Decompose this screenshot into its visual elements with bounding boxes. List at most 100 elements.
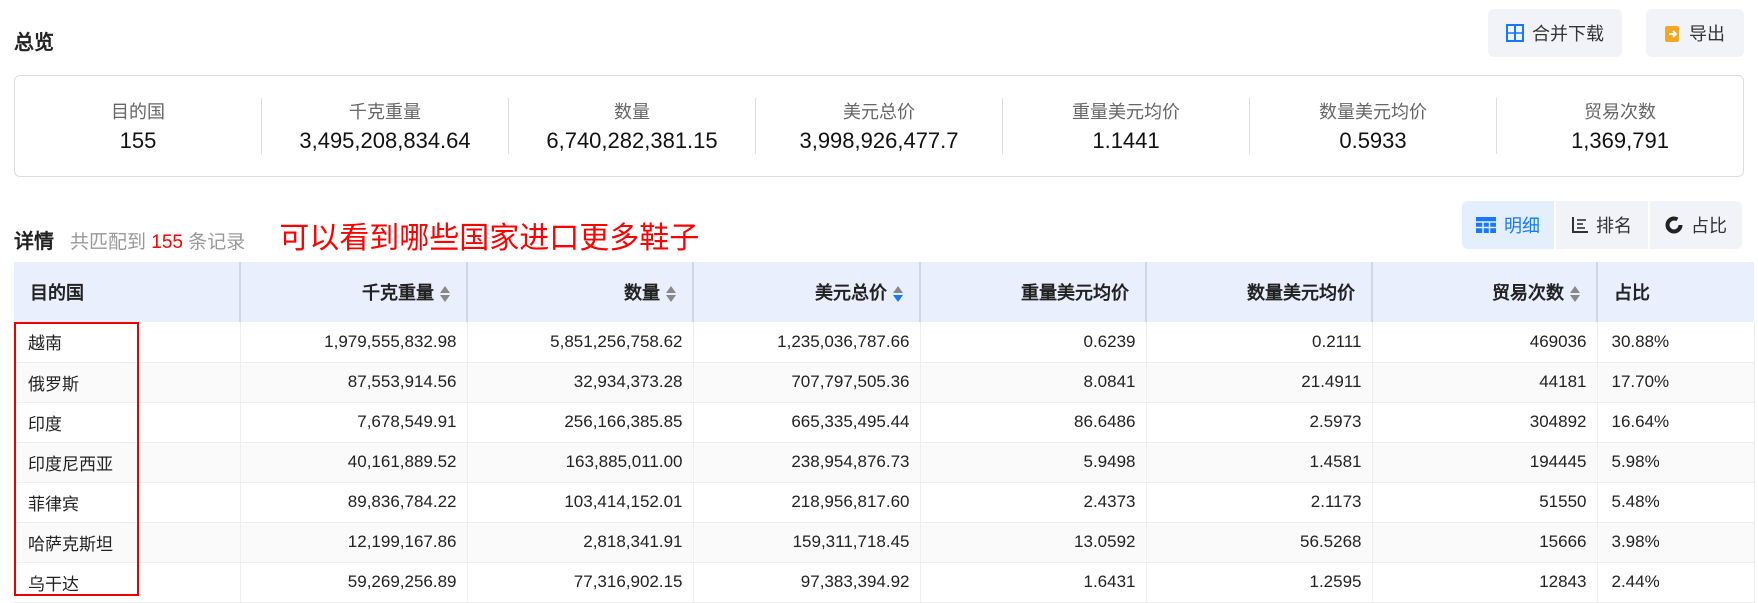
column-header: 占比 (1597, 262, 1754, 322)
stat-value: 6,740,282,381.15 (546, 128, 718, 153)
count-prefix: 共匹配到 (70, 232, 147, 253)
annotation-text: 可以看到哪些国家进口更多鞋子 (279, 221, 700, 256)
view-ratio-label: 占比 (1691, 216, 1727, 236)
export-label: 导出 (1689, 24, 1725, 44)
table-row[interactable]: 印度 7,678,549.91 256,166,385.85 665,335,495.… (14, 402, 1755, 443)
table-cell: 44181 (1372, 362, 1598, 403)
table-cell: 俄罗斯 (14, 362, 241, 403)
stat-label: 数量美元均价 (1319, 102, 1427, 122)
table-row[interactable]: 越南 1,979,555,832.98 5,851,256,758.62 1,235,… (14, 322, 1755, 363)
table-cell: 2.5973 (1146, 402, 1373, 443)
view-ratio-tab[interactable]: 占比 (1650, 201, 1742, 249)
stat-weight-avg-price: 重量美元均价 1.1441 (1002, 98, 1249, 154)
column-header[interactable]: 美元总价 (693, 262, 921, 322)
table-cell: 707,797,505.36 (693, 362, 921, 403)
table-cell: 304892 (1372, 402, 1598, 443)
count-suffix: 条记录 (188, 232, 246, 253)
table-cell: 0.6239 (920, 322, 1147, 363)
table-cell: 469036 (1372, 322, 1598, 363)
table-cell: 15666 (1372, 522, 1598, 563)
table-cell: 89,836,784.22 (240, 482, 468, 523)
column-header: 重量美元均价 (920, 262, 1147, 322)
table-cell: 12,199,167.86 (240, 522, 468, 563)
table-cell: 2.4373 (920, 482, 1147, 523)
view-detail-tab[interactable]: 明细 (1462, 201, 1554, 249)
pie-chart-icon (1665, 216, 1683, 234)
stat-value: 1,369,791 (1571, 128, 1669, 153)
table-row[interactable]: 菲律宾 89,836,784.22 103,414,152.01 218,956,81… (14, 482, 1755, 523)
column-header: 数量美元均价 (1146, 262, 1373, 322)
stat-label: 目的国 (111, 102, 165, 122)
column-header-label: 贸易次数 (1492, 283, 1564, 303)
stat-value: 1.1441 (1092, 128, 1160, 153)
record-count: 共匹配到 155 条记录 (70, 227, 245, 254)
view-detail-label: 明细 (1504, 216, 1540, 236)
table-cell: 越南 (14, 322, 241, 363)
table-cell: 56.5268 (1146, 522, 1373, 563)
table-cell: 1,235,036,787.66 (693, 322, 921, 363)
stat-label: 美元总价 (843, 102, 915, 122)
table-cell: 0.2111 (1146, 322, 1373, 363)
table-cell: 1.6431 (920, 562, 1147, 603)
view-rank-label: 排名 (1596, 216, 1632, 236)
table-cell: 印度 (14, 402, 241, 443)
table-cell: 51550 (1372, 482, 1598, 523)
sort-icon[interactable] (1570, 284, 1580, 304)
table-cell: 163,885,011.00 (467, 442, 694, 483)
table-cell: 59,269,256.89 (240, 562, 468, 603)
view-rank-tab[interactable]: 排名 (1556, 201, 1648, 249)
table-icon (1476, 217, 1496, 233)
column-header: 目的国 (14, 262, 241, 322)
table-cell: 16.64% (1597, 402, 1755, 443)
table-cell: 665,335,495.44 (693, 402, 921, 443)
column-header[interactable]: 千克重量 (240, 262, 468, 322)
table-cell: 103,414,152.01 (467, 482, 694, 523)
column-header-label: 千克重量 (362, 283, 434, 303)
table-cell: 1.2595 (1146, 562, 1373, 603)
sort-icon[interactable] (666, 284, 676, 304)
summary-card: 目的国 155 千克重量 3,495,208,834.64 数量 6,740,282,… (14, 75, 1744, 177)
table-cell: 5.9498 (920, 442, 1147, 483)
table-cell: 21.4911 (1146, 362, 1373, 403)
column-header[interactable]: 数量 (467, 262, 694, 322)
table-row[interactable]: 俄罗斯 87,553,914.56 32,934,373.28 707,797,505… (14, 362, 1755, 403)
table-cell: 1,979,555,832.98 (240, 322, 468, 363)
column-header[interactable]: 贸易次数 (1372, 262, 1598, 322)
sort-icon[interactable] (440, 284, 450, 304)
table-cell: 159,311,718.45 (693, 522, 921, 563)
table-cell: 17.70% (1597, 362, 1755, 403)
table-cell: 238,954,876.73 (693, 442, 921, 483)
export-icon (1665, 26, 1679, 42)
table-cell: 5.98% (1597, 442, 1755, 483)
stat-weight: 千克重量 3,495,208,834.64 (261, 98, 508, 154)
table-row[interactable]: 哈萨克斯坦 12,199,167.86 2,818,341.91 159,311,71… (14, 522, 1755, 563)
sort-icon[interactable] (893, 284, 903, 304)
highlight-box (14, 322, 139, 596)
table-row[interactable]: 印度尼西亚 40,161,889.52 163,885,011.00 238,954,… (14, 442, 1755, 483)
stat-destination: 目的国 155 (15, 98, 261, 154)
table-cell: 13.0592 (920, 522, 1147, 563)
table-cell: 12843 (1372, 562, 1598, 603)
table-cell: 5,851,256,758.62 (467, 322, 694, 363)
table-cell: 32,934,373.28 (467, 362, 694, 403)
table-cell: 1.4581 (1146, 442, 1373, 483)
table-cell: 2.1173 (1146, 482, 1373, 523)
table-cell: 86.6486 (920, 402, 1147, 443)
page-title: 总览 (14, 32, 54, 54)
column-header-label: 重量美元均价 (1021, 283, 1129, 303)
stat-quantity: 数量 6,740,282,381.15 (508, 98, 755, 154)
count-value: 155 (151, 232, 183, 253)
table-row[interactable]: 乌干达 59,269,256.89 77,316,902.15 97,383,394.… (14, 562, 1755, 603)
table-cell: 218,956,817.60 (693, 482, 921, 523)
table-cell: 7,678,549.91 (240, 402, 468, 443)
details-header: 详情 共匹配到 155 条记录 可以看到哪些国家进口更多鞋子 (14, 213, 699, 257)
table-cell: 97,383,394.92 (693, 562, 921, 603)
table-cell: 30.88% (1597, 322, 1755, 363)
stat-qty-avg-price: 数量美元均价 0.5933 (1249, 98, 1496, 154)
export-button[interactable]: 导出 (1646, 9, 1744, 57)
table-cell: 194445 (1372, 442, 1598, 483)
merge-download-button[interactable]: 合并下载 (1488, 9, 1622, 57)
column-header-label: 目的国 (30, 283, 84, 303)
merge-icon (1506, 24, 1524, 42)
column-header-label: 美元总价 (815, 283, 887, 303)
